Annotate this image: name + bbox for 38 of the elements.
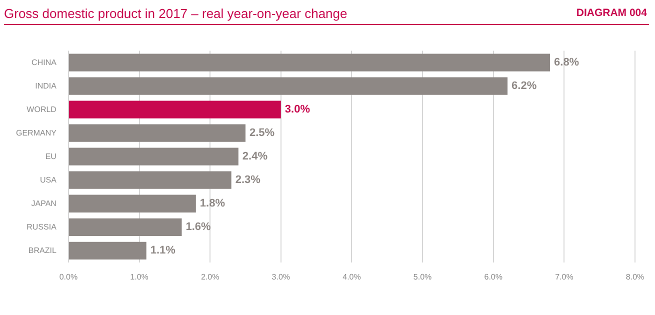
y-tick-label: USA [40,175,58,184]
x-tick-label: 2.0% [200,272,220,282]
data-label: 1.6% [186,221,212,234]
bar [68,242,146,260]
y-tick-label: JAPAN [31,198,57,208]
y-tick-label: INDIA [35,81,58,90]
x-tick-label: 4.0% [342,272,361,282]
bar [68,218,182,236]
data-label: 1.1% [150,244,176,257]
data-label: 2.3% [235,174,261,186]
text: DIAGRAM 004 [576,7,647,19]
x-tick-label: 7.0% [555,272,574,282]
x-tick-label: 8.0% [626,272,644,282]
x-tick-label: 6.0% [484,272,502,282]
data-label: 6.8% [554,56,580,69]
x-tick-label: 5.0% [413,272,432,282]
data-label: 2.5% [249,127,275,140]
bar [68,77,508,95]
bar [68,148,238,166]
y-tick-label: GERMANY [16,128,58,138]
x-tick-label: 1.0% [130,272,148,282]
y-tick-label: CHINA [32,58,58,67]
data-label: 3.0% [284,104,310,116]
data-label: 1.8% [200,198,226,210]
y-tick-label: WORLD [26,104,57,114]
y-tick-label: EU [45,152,57,161]
bar [68,194,196,212]
bar [68,124,246,142]
x-tick-label: 0.0% [59,272,78,282]
data-label: 6.2% [512,80,537,92]
x-tick-label: 3.0% [272,272,290,282]
y-tick-label: BRAZIL [28,246,57,255]
data-label: 2.4% [242,150,268,163]
bar [68,171,232,189]
y-tick-label: RUSSIA [26,222,58,232]
bar [68,100,281,118]
chart-title: Gross domestic product in 2017 – real year-on-year change [4,6,348,21]
bar [68,54,550,72]
